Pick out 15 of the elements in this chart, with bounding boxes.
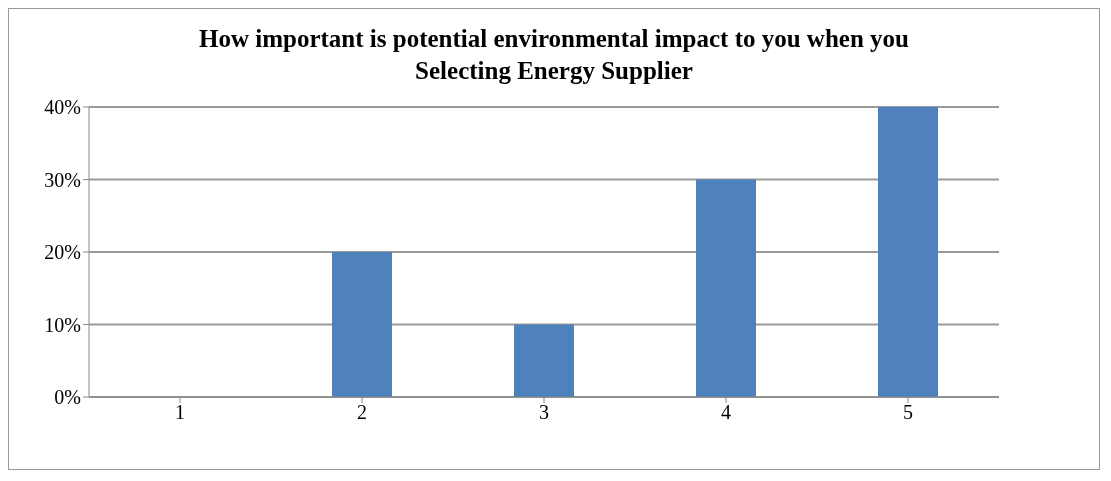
bar [514, 324, 574, 397]
x-tick-label: 2 [357, 401, 367, 424]
chart-title: How important is potential environmental impact to you when you Selecting Energy Supplier [198, 24, 910, 86]
y-tick-label: 0% [54, 386, 81, 409]
y-tick-label: 40% [44, 96, 81, 119]
x-tick-label: 3 [539, 401, 549, 424]
x-tick-label: 5 [903, 401, 913, 424]
y-tick-label: 20% [44, 241, 81, 264]
bar [696, 179, 756, 397]
y-tick-label: 10% [44, 313, 81, 336]
y-tick-label: 30% [44, 168, 81, 191]
x-tick-label: 1 [175, 401, 185, 424]
bar [332, 252, 392, 397]
bar [878, 107, 938, 397]
x-tick-label: 4 [721, 401, 731, 424]
